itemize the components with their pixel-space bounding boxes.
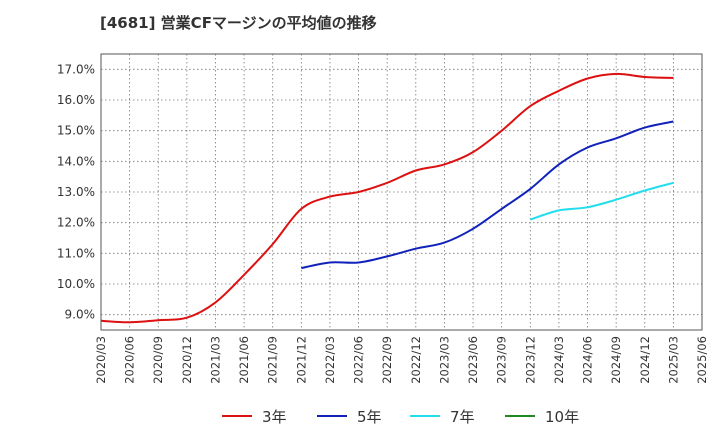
legend: 3年 5年 7年 10年 — [0, 404, 720, 428]
series-line-5年 — [301, 120, 674, 270]
x-tick-label: 2020/09 — [151, 336, 165, 384]
legend-label: 10年 — [545, 407, 580, 426]
x-tick-label: 2023/06 — [466, 336, 480, 384]
y-tick-label: 11.0% — [57, 246, 95, 260]
x-tick-label: 2021/03 — [208, 336, 222, 384]
legend-label: 3年 — [262, 407, 287, 426]
legend-label: 5年 — [357, 407, 382, 426]
legend-label: 7年 — [450, 407, 475, 426]
x-tick-label: 2024/09 — [609, 336, 623, 384]
grid-lines — [100, 54, 703, 330]
legend-swatch — [222, 415, 252, 417]
legend-item: 7年 — [410, 404, 475, 428]
chart-title: [4681] 営業CFマージンの平均値の推移 — [100, 14, 377, 32]
y-tick-label: 9.0% — [65, 308, 96, 322]
x-tick-label: 2020/12 — [180, 336, 194, 384]
x-tick-label: 2020/06 — [123, 336, 137, 384]
x-tick-label: 2023/09 — [495, 336, 509, 384]
legend-item: 10年 — [505, 404, 579, 428]
y-tick-label: 14.0% — [57, 154, 95, 168]
y-tick-label: 17.0% — [57, 62, 95, 76]
x-tick-label: 2022/06 — [352, 336, 366, 384]
legend-item: 3年 — [222, 404, 287, 428]
legend-swatch — [317, 415, 347, 417]
y-axis: 9.0% 10.0% 11.0% 12.0% 13.0% 14.0% 15.0% 16.0% 1… — [57, 62, 95, 321]
y-tick-label: 12.0% — [57, 216, 95, 230]
y-tick-label: 13.0% — [57, 185, 95, 199]
x-tick-label: 2022/09 — [380, 336, 394, 384]
x-tick-label: 2020/03 — [94, 336, 108, 384]
x-tick-label: 2024/03 — [552, 336, 566, 384]
x-tick-label: 2024/06 — [581, 336, 595, 384]
plot-frame — [100, 53, 703, 331]
x-tick-label: 2025/06 — [695, 336, 709, 384]
x-tick-label: 2024/12 — [638, 336, 652, 384]
x-tick-label: 2022/12 — [409, 336, 423, 384]
y-tick-label: 10.0% — [57, 277, 95, 291]
legend-swatch — [505, 415, 535, 417]
legend-swatch — [410, 415, 440, 417]
x-tick-label: 2025/03 — [666, 336, 680, 384]
x-tick-label: 2023/12 — [523, 336, 537, 384]
x-tick-label: 2023/03 — [437, 336, 451, 384]
series-lines — [100, 72, 674, 324]
x-axis: 2020/03 2020/06 2020/09 2020/12 2021/03 2021/… — [94, 336, 709, 384]
x-tick-label: 2022/03 — [323, 336, 337, 384]
plot-area-border — [100, 53, 703, 331]
y-tick-label: 15.0% — [57, 124, 95, 138]
y-tick-label: 16.0% — [57, 93, 95, 107]
legend-item: 5年 — [317, 404, 382, 428]
x-tick-label: 2021/12 — [294, 336, 308, 384]
x-tick-label: 2021/09 — [266, 336, 280, 384]
series-line-3年 — [100, 72, 674, 324]
x-tick-label: 2021/06 — [237, 336, 251, 384]
series-line-7年 — [529, 181, 674, 221]
